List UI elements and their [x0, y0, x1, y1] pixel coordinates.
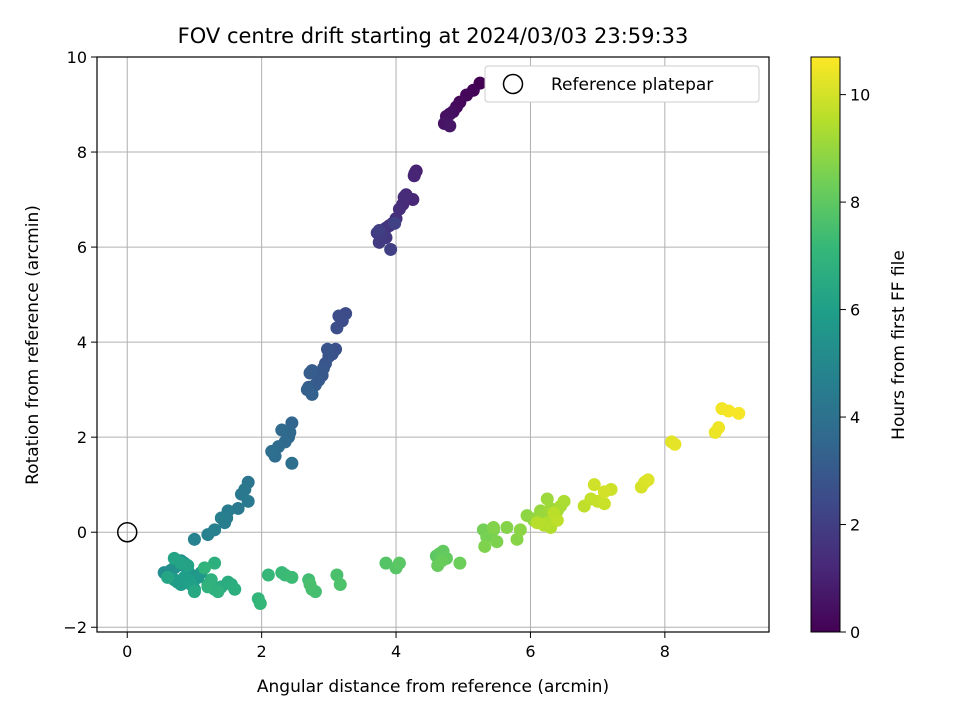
- scatter-point: [372, 223, 386, 237]
- colorbar-tick-label: 8: [850, 193, 860, 212]
- scatter-point: [712, 421, 726, 435]
- scatter-point: [500, 520, 514, 534]
- scatter-point: [379, 556, 393, 570]
- scatter-point: [231, 501, 245, 515]
- scatter-point: [641, 473, 655, 487]
- scatter-point: [435, 554, 449, 568]
- colorbar-tick-label: 2: [850, 516, 860, 535]
- scatter-point: [305, 387, 319, 401]
- scatter-point: [167, 551, 181, 565]
- scatter-point: [333, 577, 347, 591]
- scatter-point: [490, 535, 504, 549]
- scatter-point: [550, 513, 564, 527]
- scatter-point: [732, 406, 746, 420]
- x-tick-label: 4: [391, 642, 401, 661]
- scatter-point: [392, 556, 406, 570]
- scatter-point: [211, 585, 225, 599]
- scatter-point: [201, 580, 215, 594]
- y-axis-ticks: −2 0 2 4 6 8 10: [63, 48, 97, 637]
- scatter-point: [530, 516, 544, 530]
- scatter-point: [241, 494, 255, 508]
- colorbar-gradient: [810, 56, 841, 633]
- chart-title: FOV centre drift starting at 2024/03/03 …: [178, 24, 689, 48]
- colorbar-tick-label: 0: [850, 623, 860, 642]
- y-tick-label: 4: [77, 333, 87, 352]
- scatter-point: [388, 216, 402, 230]
- scatter-point: [303, 577, 317, 591]
- scatter-point: [486, 520, 500, 534]
- x-tick-label: 6: [525, 642, 535, 661]
- x-axis-label: Angular distance from reference (arcmin): [257, 677, 609, 697]
- scatter-point: [303, 366, 317, 380]
- y-tick-label: 10: [67, 48, 87, 67]
- legend: Reference platepar: [484, 65, 760, 103]
- scatter-point: [557, 494, 571, 508]
- scatter-point: [332, 309, 346, 323]
- scatter-point: [187, 532, 201, 546]
- y-tick-label: 8: [77, 143, 87, 162]
- reference-platepar-marker: [116, 521, 138, 543]
- scatter-point: [443, 119, 457, 133]
- scatter-point: [453, 556, 467, 570]
- scatter-point: [407, 169, 421, 183]
- scatter-point: [285, 570, 299, 584]
- scatter-point: [320, 342, 334, 356]
- scatter-point: [214, 511, 228, 525]
- scatter-point: [384, 242, 398, 256]
- scatter-point: [265, 444, 279, 458]
- colorbar-tick-label: 4: [850, 408, 860, 427]
- scatter-point: [161, 570, 175, 584]
- reference-marker-layer: [116, 521, 138, 543]
- scatter-point: [261, 568, 275, 582]
- plot-frame: [96, 56, 770, 633]
- scatter-point: [275, 423, 289, 437]
- scatter-point: [722, 404, 736, 418]
- scatter-point: [597, 485, 611, 499]
- scatter-point: [201, 528, 215, 542]
- y-tick-label: 6: [77, 238, 87, 257]
- x-tick-label: 0: [122, 642, 132, 661]
- scatter-point: [597, 497, 611, 511]
- scatter-points: [157, 76, 746, 610]
- scatter-point: [478, 539, 492, 553]
- colorbar: 0 2 4 6 8 10 Hours from first FF file: [810, 56, 909, 642]
- colorbar-tick-label: 6: [850, 301, 860, 320]
- scatter-point: [668, 437, 682, 451]
- y-tick-label: 2: [77, 428, 87, 447]
- scatter-point: [587, 478, 601, 492]
- scatter-point: [187, 585, 201, 599]
- y-tick-label: 0: [77, 523, 87, 542]
- scatter-point: [228, 582, 242, 596]
- colorbar-tick-label: 10: [850, 86, 870, 105]
- y-axis-label: Rotation from reference (arcmin): [23, 205, 43, 485]
- grid: [97, 56, 769, 632]
- x-tick-label: 8: [660, 642, 670, 661]
- scatter-point: [198, 561, 212, 575]
- legend-marker-reference: [502, 73, 524, 95]
- colorbar-ticks: 0 2 4 6 8 10: [840, 86, 870, 642]
- scatter-point: [253, 596, 267, 610]
- scatter-point: [285, 456, 299, 470]
- scatter-point: [513, 523, 527, 537]
- legend-entry-reference: Reference platepar: [551, 75, 713, 95]
- x-tick-label: 2: [257, 642, 267, 661]
- legend-box: [484, 65, 760, 103]
- scatter-point: [330, 321, 344, 335]
- colorbar-label: Hours from first FF file: [889, 250, 909, 440]
- y-tick-label: −2: [63, 618, 87, 637]
- scatter-point: [208, 556, 222, 570]
- x-axis-ticks: 0 2 4 6 8: [122, 632, 670, 661]
- scatter-point: [397, 190, 411, 204]
